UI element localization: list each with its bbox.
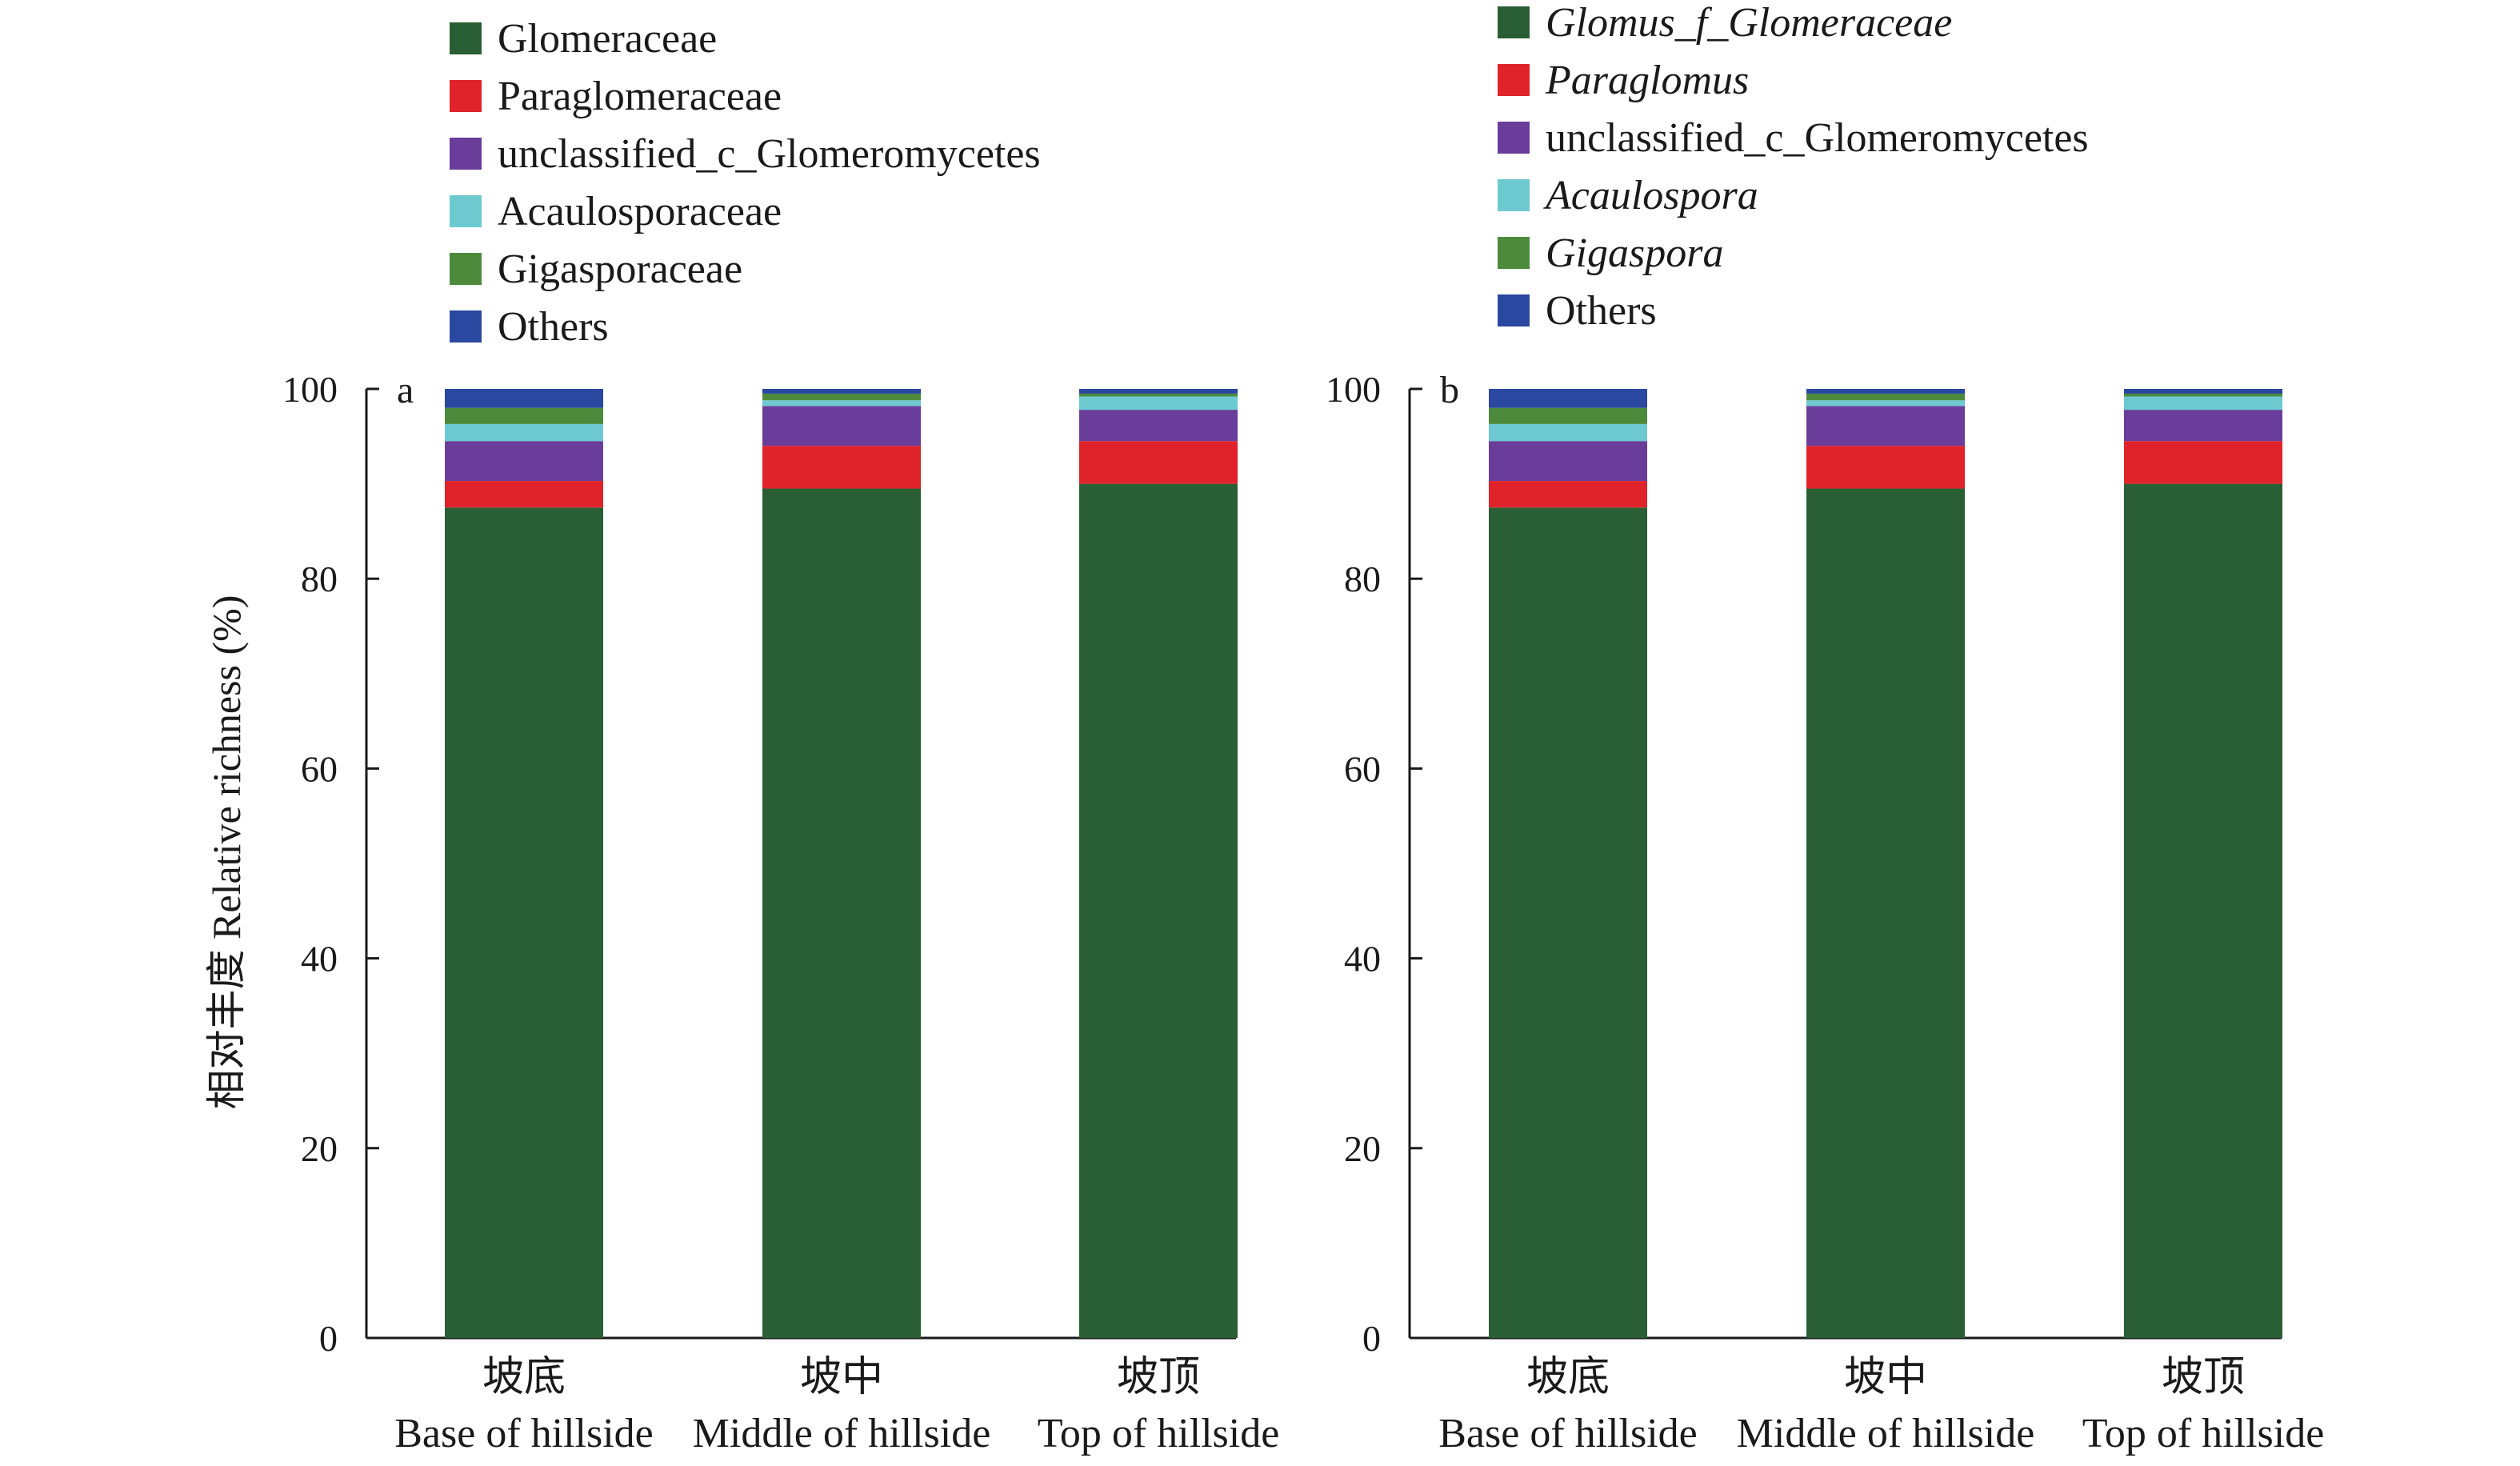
bar-segment-4 bbox=[1489, 423, 1647, 442]
x-category-label-en: Top of hillside bbox=[1038, 1411, 1280, 1456]
bar-segment-6 bbox=[1079, 389, 1238, 394]
x-category-label-cn: 坡顶 bbox=[1117, 1355, 1200, 1400]
bar-segment-1 bbox=[2124, 483, 2282, 1338]
legend-swatch bbox=[1498, 122, 1530, 154]
x-category-label-cn: 坡底 bbox=[482, 1355, 566, 1400]
legend-label: Acaulosporaceae bbox=[498, 189, 782, 234]
bar-segment-4 bbox=[1079, 396, 1238, 411]
x-category-label-en: Base of hillside bbox=[1438, 1411, 1698, 1456]
bar-segment-4 bbox=[1806, 400, 1965, 407]
legend-label: Glomus_f_Glomeraceae bbox=[1546, 0, 1952, 46]
legend-swatch bbox=[1498, 6, 1530, 38]
y-axis-label: 相对丰度 Relative richness (%) bbox=[204, 595, 249, 1110]
x-category-label-cn: 坡中 bbox=[1844, 1355, 1927, 1400]
bar-segment-3 bbox=[2124, 410, 2282, 442]
y-tick-label: 20 bbox=[301, 1128, 338, 1169]
bar-segment-2 bbox=[762, 446, 921, 489]
y-tick-label: 100 bbox=[282, 369, 338, 410]
bar-segment-2 bbox=[1079, 441, 1238, 484]
y-tick-label: 60 bbox=[1344, 748, 1381, 789]
y-tick-label: 40 bbox=[1344, 939, 1381, 979]
bar-segment-1 bbox=[1489, 507, 1647, 1338]
bar-segment-2 bbox=[445, 481, 603, 508]
legend-swatch bbox=[450, 310, 482, 342]
bar-segment-6 bbox=[2124, 389, 2282, 394]
bar-segment-4 bbox=[445, 423, 603, 442]
bar-segment-2 bbox=[2124, 441, 2282, 484]
bar-segment-3 bbox=[1806, 406, 1965, 447]
panel-a: 0 20 40 60 80 100 a 坡底 Base of hillside 坡中 Middle … bbox=[282, 16, 1279, 1456]
y-tick-label: 20 bbox=[1344, 1128, 1381, 1169]
panel-label: a bbox=[397, 369, 414, 411]
bar-segment-5 bbox=[1489, 407, 1647, 424]
legend-label: Gigaspora bbox=[1546, 230, 1723, 276]
y-tick-label: 80 bbox=[301, 559, 338, 599]
legend-label: unclassified_c_Glomeromycetes bbox=[1546, 115, 2089, 161]
y-tick-label: 80 bbox=[1344, 559, 1381, 599]
legend-swatch bbox=[1498, 179, 1530, 211]
legend-swatch bbox=[1498, 294, 1530, 326]
bar-segment-1 bbox=[1806, 488, 1965, 1338]
legend-label: Others bbox=[498, 304, 609, 350]
bar-segment-2 bbox=[1806, 446, 1965, 489]
x-category-label-cn: 坡顶 bbox=[2162, 1355, 2245, 1400]
legend-swatch bbox=[450, 22, 482, 54]
bar-segment-6 bbox=[1806, 389, 1965, 394]
y-tick-label: 0 bbox=[319, 1318, 338, 1359]
bar-segment-1 bbox=[445, 507, 603, 1338]
y-tick-label: 40 bbox=[301, 939, 338, 979]
bar-segment-5 bbox=[445, 407, 603, 424]
bar-segment-5 bbox=[1806, 393, 1965, 401]
legend-swatch bbox=[450, 80, 482, 112]
bar-segment-6 bbox=[1489, 389, 1647, 408]
legend-label: Paraglomeraceae bbox=[498, 74, 782, 119]
bar-segment-6 bbox=[762, 389, 921, 394]
x-category-label-en: Middle of hillside bbox=[693, 1411, 991, 1456]
y-tick-label: 0 bbox=[1362, 1318, 1381, 1359]
legend-label: Glomeraceae bbox=[498, 16, 717, 62]
legend-label: Paraglomus bbox=[1545, 58, 1749, 103]
bar-segment-1 bbox=[1079, 483, 1238, 1338]
legend-label: Others bbox=[1546, 288, 1657, 334]
legend-swatch bbox=[450, 253, 482, 285]
bar-segment-5 bbox=[2124, 393, 2282, 397]
legend-label: unclassified_c_Glomeromycetes bbox=[498, 131, 1041, 177]
legend-swatch bbox=[450, 195, 482, 227]
bar-segment-3 bbox=[762, 406, 921, 447]
x-category-label-en: Base of hillside bbox=[394, 1411, 654, 1456]
bar-segment-3 bbox=[1079, 410, 1238, 442]
y-tick-label: 100 bbox=[1326, 369, 1381, 410]
bar-segment-2 bbox=[1489, 481, 1647, 508]
bar-segment-5 bbox=[762, 393, 921, 401]
bar-segment-6 bbox=[445, 389, 603, 408]
y-tick-label: 60 bbox=[301, 748, 338, 789]
bar-segment-3 bbox=[445, 441, 603, 482]
bar-segment-4 bbox=[2124, 396, 2282, 411]
x-category-label-en: Top of hillside bbox=[2082, 1411, 2325, 1456]
legend-label: Gigasporaceae bbox=[498, 246, 742, 292]
legend-swatch bbox=[450, 138, 482, 170]
panel-label: b bbox=[1440, 369, 1459, 411]
bar-segment-3 bbox=[1489, 441, 1647, 482]
legend-label: Acaulospora bbox=[1543, 173, 1758, 218]
legend-swatch bbox=[1498, 237, 1530, 269]
bar-segment-1 bbox=[762, 488, 921, 1338]
bar-segment-5 bbox=[1079, 393, 1238, 397]
x-category-label-cn: 坡底 bbox=[1526, 1355, 1610, 1400]
legend-swatch bbox=[1498, 64, 1530, 96]
panel-b: 0 20 40 60 80 100 b 坡底 Base of hillside 坡中 Middle … bbox=[1326, 0, 2324, 1456]
x-category-label-cn: 坡中 bbox=[800, 1355, 883, 1400]
bar-segment-4 bbox=[762, 400, 921, 407]
x-category-label-en: Middle of hillside bbox=[1737, 1411, 2035, 1456]
